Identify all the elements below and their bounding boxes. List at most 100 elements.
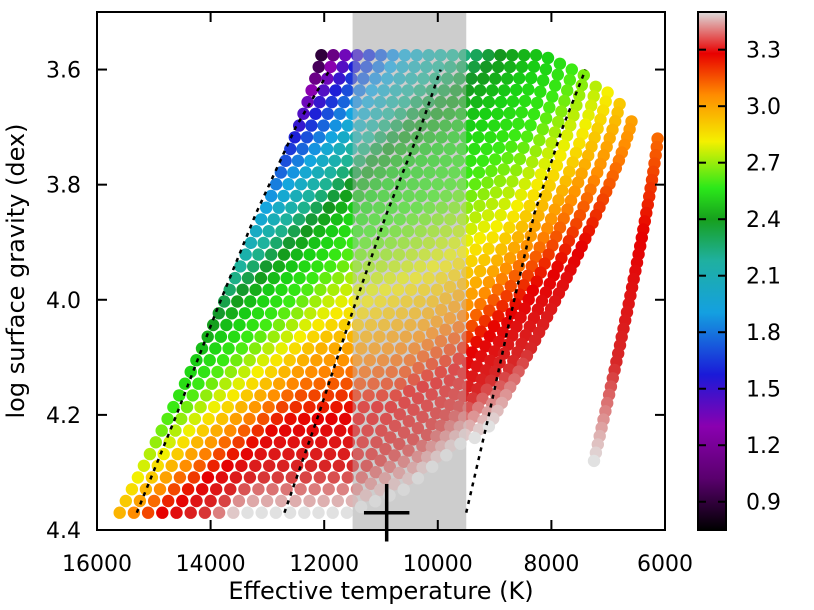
track-point	[276, 400, 289, 414]
track-point	[323, 354, 336, 367]
track-point	[469, 243, 482, 256]
track-point	[501, 72, 514, 85]
track-point	[298, 260, 311, 273]
track-point	[133, 494, 147, 508]
track-point	[268, 447, 281, 461]
track-point	[319, 271, 332, 285]
track-point	[241, 330, 254, 343]
track-point	[386, 166, 399, 179]
track-point	[265, 248, 278, 261]
track-point	[249, 459, 262, 472]
track-point	[178, 377, 192, 390]
track-point	[196, 424, 210, 437]
track-point	[307, 330, 320, 343]
track-point	[280, 213, 293, 226]
track-point	[227, 389, 240, 402]
track-point	[482, 242, 495, 255]
shaded-band-overlay	[352, 12, 467, 530]
track-point	[272, 260, 286, 273]
track-point	[343, 400, 357, 414]
x-axis-label: Effective temperature (K)	[228, 577, 533, 605]
track-point	[389, 225, 402, 238]
track-point	[456, 60, 469, 74]
track-point	[479, 60, 493, 74]
track-point	[323, 447, 337, 461]
track-point	[339, 412, 352, 426]
track-point	[275, 342, 288, 355]
track-point	[401, 260, 414, 273]
track-point	[473, 232, 487, 245]
track-point	[243, 471, 257, 484]
track-point	[522, 166, 535, 180]
track-point	[531, 178, 544, 191]
track-point	[229, 471, 243, 484]
track-point	[473, 84, 487, 97]
track-point	[204, 436, 218, 449]
track-point	[336, 483, 349, 496]
track-point	[356, 436, 369, 449]
track-point	[426, 295, 439, 308]
track-point	[262, 342, 275, 355]
track-point	[254, 389, 267, 402]
track-point	[262, 225, 275, 238]
track-point	[277, 189, 290, 203]
track-point	[470, 308, 483, 322]
track-point	[368, 342, 381, 355]
track-point	[269, 178, 283, 191]
track-point	[249, 283, 262, 296]
track-point	[439, 323, 452, 336]
track-point	[298, 506, 311, 519]
track-point	[504, 279, 517, 293]
track-point	[409, 271, 422, 285]
track-point	[486, 231, 499, 244]
track-point	[149, 436, 162, 449]
track-point	[254, 447, 267, 461]
track-point	[439, 430, 452, 443]
track-point	[199, 447, 212, 461]
track-point	[420, 428, 434, 442]
track-point	[218, 295, 231, 308]
track-point	[260, 201, 273, 214]
track-point	[231, 295, 244, 308]
track-point	[372, 365, 385, 379]
track-point	[227, 506, 240, 519]
track-point	[316, 400, 330, 414]
track-point	[419, 142, 432, 156]
track-point	[447, 131, 460, 144]
track-point	[297, 201, 311, 214]
track-point	[386, 131, 399, 144]
track-point	[515, 220, 529, 233]
track-point	[388, 478, 401, 491]
colorbar-tick-label: 1.8	[746, 321, 781, 346]
track-5	[170, 49, 376, 519]
track-point	[430, 450, 443, 463]
track-point	[299, 471, 312, 484]
track-point	[443, 312, 457, 325]
track-point	[401, 225, 415, 238]
track-point	[291, 154, 305, 167]
track-point	[456, 213, 470, 226]
track-point	[407, 373, 421, 386]
track-point	[167, 400, 180, 414]
track-point	[325, 131, 338, 144]
track-point	[289, 494, 302, 508]
track-point	[477, 188, 490, 201]
track-point	[259, 318, 272, 332]
track-point	[236, 283, 249, 296]
track-point	[366, 283, 379, 296]
track-point	[362, 49, 376, 62]
track-point	[192, 377, 205, 390]
track-point	[371, 400, 384, 414]
track-point	[238, 483, 251, 496]
track-point	[422, 236, 436, 250]
track-point	[345, 72, 358, 85]
track-point	[525, 71, 538, 85]
track-point	[489, 153, 502, 166]
track-point	[537, 74, 550, 87]
track-point	[458, 95, 471, 109]
track-point	[431, 213, 444, 226]
track-point	[382, 142, 395, 156]
track-point	[348, 389, 362, 402]
track-point	[264, 307, 278, 320]
track-point	[259, 260, 273, 273]
